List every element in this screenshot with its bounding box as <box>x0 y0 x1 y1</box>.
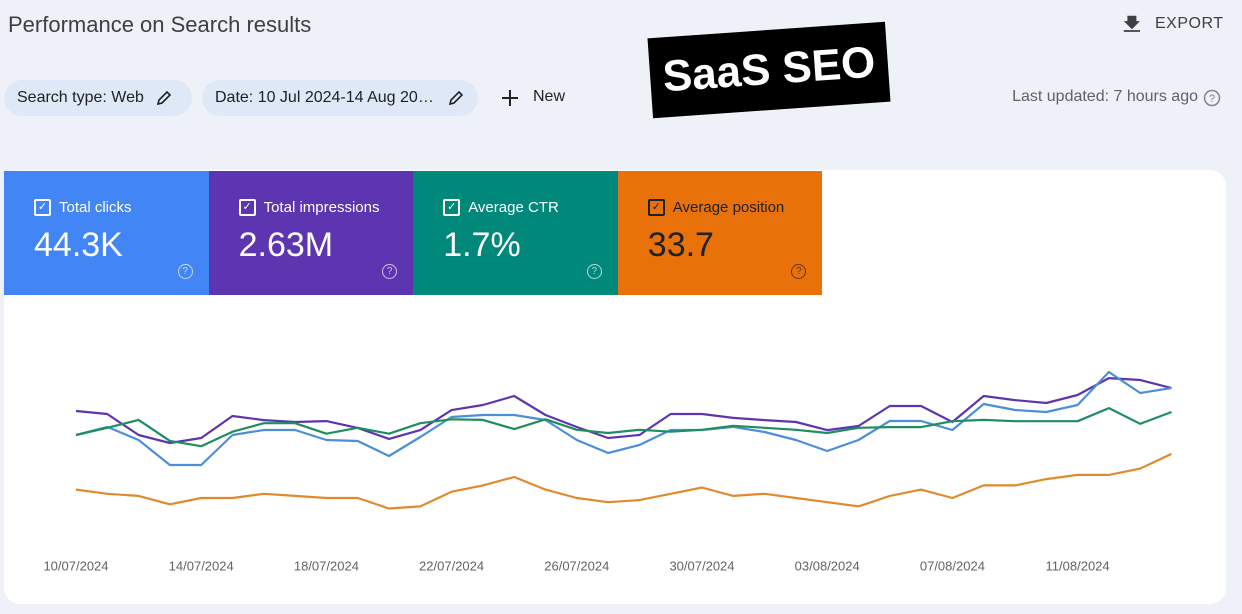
plus-icon[interactable] <box>500 88 520 108</box>
metric-card[interactable]: ✓ Total impressions 2.63M? <box>208 171 414 295</box>
checkbox: ✓ <box>647 199 665 216</box>
chip-text: Date: 10 Jul 2024-14 Aug 20… <box>215 89 434 106</box>
metric-card[interactable]: ✓ Average position 33.7? <box>617 171 823 295</box>
help-icon: ? <box>382 264 398 279</box>
checkbox: ✓ <box>238 199 256 216</box>
metric-label: Average CTR <box>468 199 559 216</box>
checkbox: ✓ <box>443 199 461 216</box>
x-tick-label: 10/07/2024 <box>43 558 108 573</box>
metric-label: Average position <box>672 199 785 216</box>
metric-card[interactable]: ✓ Total clicks 44.3K? <box>4 171 209 295</box>
series-line <box>75 452 1172 510</box>
metric-label: Total impressions <box>263 199 380 216</box>
new-button[interactable]: New <box>533 88 566 105</box>
metric-value: 44.3K <box>34 226 123 264</box>
metric-value: 33.7 <box>647 226 714 264</box>
x-tick-label: 18/07/2024 <box>294 558 359 573</box>
export-button[interactable]: EXPORT <box>1155 15 1224 32</box>
date-chip[interactable]: Date: 10 Jul 2024-14 Aug 20… <box>202 80 478 116</box>
metric-label-row: ✓ Average position <box>647 199 823 216</box>
series-line <box>75 370 1172 467</box>
x-tick-label: 03/08/2024 <box>795 558 860 573</box>
metric-value: 1.7% <box>443 226 521 264</box>
x-tick-label: 07/08/2024 <box>920 558 985 573</box>
help-icon: ? <box>177 264 193 279</box>
metric-card[interactable]: ✓ Average CTR 1.7%? <box>413 171 618 295</box>
x-tick-label: 11/08/2024 <box>1046 558 1110 573</box>
series-line <box>75 407 1172 448</box>
checkbox: ✓ <box>34 199 51 216</box>
help-icon: ? <box>791 264 807 279</box>
edit-icon <box>448 90 463 106</box>
svg-text:?: ? <box>1209 93 1215 105</box>
metric-label-row: ✓ Total impressions <box>238 199 414 216</box>
chip-text: Search type: Web <box>17 89 144 106</box>
page-title: Performance on Search results <box>8 12 312 37</box>
x-tick-label: 22/07/2024 <box>419 558 484 573</box>
x-tick-label: 26/07/2024 <box>544 558 609 573</box>
help-icon[interactable]: ? <box>1203 89 1221 107</box>
series-line <box>75 377 1172 445</box>
x-tick-label: 14/07/2024 <box>169 558 234 573</box>
help-icon: ? <box>586 264 602 279</box>
download-icon[interactable] <box>1122 13 1144 35</box>
metric-value: 2.63M <box>238 226 334 264</box>
search-type-chip[interactable]: Search type: Web <box>4 80 192 116</box>
last-updated: Last updated: 7 hours ago <box>1012 88 1198 105</box>
metric-label-row: ✓ Average CTR <box>443 199 618 216</box>
metric-label: Total clicks <box>59 199 132 216</box>
x-tick-label: 30/07/2024 <box>669 558 734 573</box>
edit-icon <box>156 90 172 106</box>
metric-label-row: ✓ Total clicks <box>34 199 209 216</box>
